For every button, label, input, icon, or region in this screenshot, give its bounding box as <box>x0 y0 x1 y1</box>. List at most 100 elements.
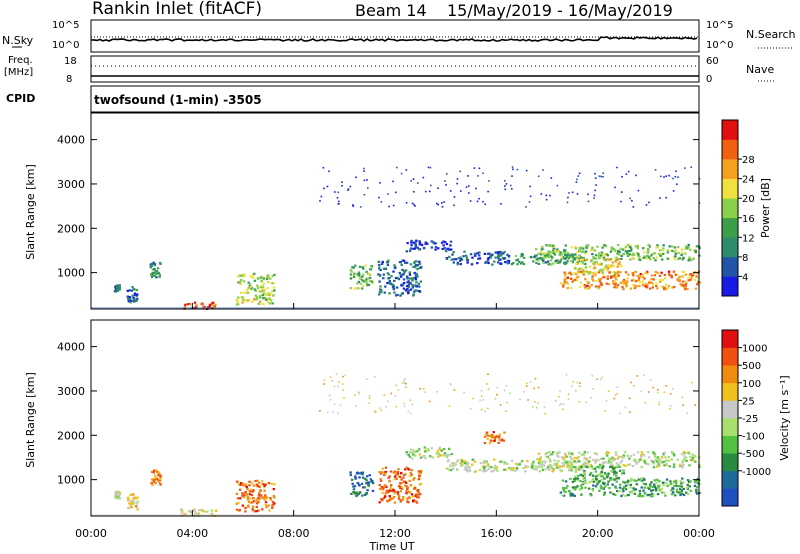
velocity-echo-cell <box>532 461 535 464</box>
velocity-echo-cell <box>244 490 247 494</box>
power-echo-cell <box>600 254 603 257</box>
velocity-echo-cell <box>518 463 521 466</box>
velocity-echo-cell <box>550 467 553 470</box>
power-echo-cell <box>503 250 506 253</box>
velocity-echo-cell <box>596 474 599 477</box>
power-echo-cell <box>620 254 623 257</box>
power-echo-cell <box>468 192 470 194</box>
velocity-echo-cell <box>694 481 697 484</box>
velocity-echo-cell <box>624 484 628 487</box>
velocity-echo-cell <box>453 462 456 465</box>
velocity-echo-cell <box>493 464 497 467</box>
power-echo-cell <box>631 272 634 275</box>
power-echo-cell <box>407 292 410 295</box>
power-echo-cell <box>606 266 609 269</box>
power-echo-cell <box>127 300 130 303</box>
velocity-echo-cell <box>605 399 608 402</box>
velocity-echo-cell <box>389 486 392 489</box>
cpid-panel: CPID twofsound (1-min) -3505 <box>6 85 700 113</box>
power-echo-cell <box>572 255 575 258</box>
power-echo-cell <box>268 297 271 301</box>
power-echo-cell <box>539 253 543 256</box>
velocity-echo-cell <box>257 481 261 484</box>
velocity-echo-cell <box>393 492 396 495</box>
power-ylabel: Slant Range [km] <box>24 164 37 260</box>
power-echo-cell <box>522 263 526 266</box>
power-echo-cell <box>598 269 601 272</box>
power-echo-cell <box>518 260 521 263</box>
power-echo-cell <box>415 273 419 276</box>
velocity-echo-cell <box>431 456 434 459</box>
velocity-echo-cell <box>675 488 679 491</box>
power-echo-cell <box>133 292 137 295</box>
power-echo-cell <box>684 288 687 291</box>
power-echo-cell <box>413 191 415 193</box>
power-echo-cell <box>627 250 630 253</box>
velocity-echo-cell <box>256 479 259 482</box>
power-echo-cell <box>153 272 156 275</box>
power-echo-cell <box>577 175 580 177</box>
velocity-echo-cell <box>596 378 598 380</box>
velocity-echo-cell <box>498 438 501 441</box>
power-echo-cell <box>535 254 538 257</box>
power-echo-cell <box>638 256 641 259</box>
power-echo-cell <box>478 251 481 254</box>
velocity-echo-cell <box>130 503 133 506</box>
velocity-echo-cell <box>673 484 676 487</box>
velocity-echo-cell <box>656 456 660 459</box>
power-echo-cell <box>615 278 618 281</box>
power-echo-cell <box>365 282 369 285</box>
velocity-echo-cell <box>656 493 660 496</box>
velocity-echo-cell <box>594 475 598 478</box>
velocity-echo-cell <box>600 474 603 478</box>
power-echo-cell <box>416 289 419 292</box>
power-echo-cell <box>628 249 632 252</box>
velocity-echo-cell <box>490 466 493 469</box>
power-echo-cell <box>415 239 418 242</box>
velocity-echo-cell <box>445 456 449 459</box>
velocity-echo-cell <box>638 493 642 497</box>
velocity-echo-cell <box>154 482 157 485</box>
power-echo-cell <box>382 277 385 280</box>
power-echo-cell <box>384 285 387 288</box>
velocity-echo-cell <box>255 505 258 509</box>
power-echo-cell <box>155 270 159 273</box>
power-echo-cell <box>553 245 556 248</box>
power-echo-cell <box>416 246 419 249</box>
power-echo-cell <box>633 286 637 290</box>
power-echo-cell <box>678 257 681 260</box>
velocity-ytick-label: 3000 <box>57 385 85 398</box>
power-echo-cell <box>590 271 593 274</box>
velocity-echo-cell <box>651 489 655 492</box>
velocity-echo-cell <box>479 462 483 465</box>
power-echo-cell <box>656 244 659 247</box>
velocity-echo-cell <box>691 459 695 462</box>
power-echo-cell <box>114 290 117 293</box>
velocity-echo-cell <box>600 478 603 481</box>
velocity-echo-cell <box>591 487 594 491</box>
velocity-echo-cell <box>689 455 692 458</box>
velocity-echo-cell <box>595 453 599 456</box>
velocity-echo-cell <box>595 478 598 481</box>
power-echo-cell <box>673 250 677 253</box>
power-echo-cell <box>636 244 640 247</box>
velocity-echo-cell <box>246 498 250 501</box>
velocity-echo-cell <box>696 492 699 495</box>
velocity-echo-cell <box>689 480 692 483</box>
velocity-echo-cell <box>482 399 484 401</box>
velocity-echo-cell <box>513 469 516 472</box>
velocity-echo-cell <box>328 394 331 397</box>
power-echo-cell <box>436 202 438 205</box>
power-echo-cell <box>412 294 415 297</box>
power-echo-cell <box>590 248 594 251</box>
velocity-echo-cell <box>414 487 417 490</box>
velocity-echo-cell <box>576 474 580 477</box>
power-echo-cell <box>437 247 440 250</box>
power-echo-cell <box>245 300 248 303</box>
power-echo-cell <box>562 285 565 288</box>
power-echo-cell <box>408 273 412 276</box>
power-echo-cell <box>608 271 611 274</box>
velocity-echo-cell <box>491 433 494 436</box>
power-echo-cell <box>560 256 563 259</box>
velocity-echo-cell <box>486 434 490 437</box>
